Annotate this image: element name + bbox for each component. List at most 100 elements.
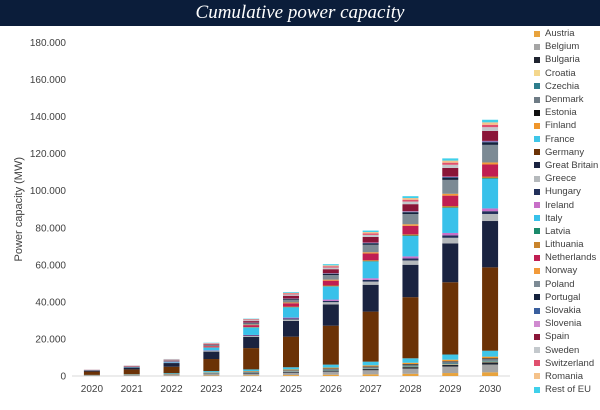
bar-segment: [442, 359, 459, 362]
bar-segment: [442, 177, 459, 178]
bar-segment: [482, 372, 499, 376]
bar-segment: [243, 371, 260, 372]
bar-segment: [482, 142, 499, 145]
bar-segment: [283, 318, 299, 320]
bar-segment: [402, 365, 419, 367]
bar-segment: [442, 237, 459, 244]
bar-segment: [482, 130, 499, 141]
y-tick-label: 100.000: [30, 186, 67, 197]
bar-segment: [402, 367, 419, 369]
bar-segment: [402, 225, 419, 235]
bar-segment: [402, 362, 419, 365]
legend-swatch: [534, 228, 540, 235]
legend-label: Hungary: [545, 186, 581, 198]
x-tick-label: 2026: [320, 384, 343, 395]
y-tick-label: 80.000: [35, 223, 66, 234]
bar-segment: [283, 372, 299, 376]
bar-segment: [203, 351, 220, 360]
bar-segment: [322, 275, 339, 280]
bar-segment: [482, 178, 499, 179]
bar-segment: [442, 232, 459, 236]
legend-item: Belgium: [534, 40, 600, 53]
bar-segment: [243, 371, 260, 373]
bar-segment: [442, 361, 459, 362]
bar-segment: [123, 367, 140, 370]
legend-label: Czechia: [545, 80, 580, 92]
bar-segment: [482, 362, 499, 365]
legend-label: Poland: [545, 278, 575, 290]
legend-label: Denmark: [545, 94, 584, 106]
legend-item: France: [534, 133, 600, 146]
legend-swatch: [534, 386, 540, 393]
bar-segment: [402, 235, 419, 237]
bar-segment: [482, 162, 499, 165]
bar-segment: [243, 327, 260, 335]
bar-segment: [322, 302, 339, 305]
bar-segment: [402, 214, 419, 225]
bar-segment: [482, 267, 499, 351]
legend-item: Greece: [534, 172, 600, 185]
bar-segment: [243, 334, 260, 336]
bar-segment: [482, 213, 499, 222]
bar-segment: [362, 236, 379, 243]
bar-segment: [283, 306, 299, 308]
legend-swatch: [534, 43, 540, 50]
bar-segment: [402, 368, 419, 374]
bar-segment: [482, 360, 499, 362]
bar-segment: [322, 367, 339, 369]
bar-segment: [322, 264, 339, 266]
x-tick-label: 2023: [200, 384, 223, 395]
bar-segment: [322, 368, 339, 370]
bar-segment: [362, 284, 379, 312]
bar-segment: [243, 369, 260, 372]
legend-item: Romania: [534, 370, 600, 383]
bar-segment: [283, 299, 299, 303]
bar-segment: [362, 370, 379, 375]
bar-segment: [283, 367, 299, 370]
legend-swatch: [534, 254, 540, 261]
legend-label: Lithuania: [545, 239, 584, 251]
legend-label: Latvia: [545, 225, 571, 237]
legend-item: Bulgaria: [534, 53, 600, 66]
legend-item: Netherlands: [534, 251, 600, 264]
legend-item: Sweden: [534, 344, 600, 357]
legend-label: Greece: [545, 173, 577, 185]
bar-segment: [362, 279, 379, 282]
x-tick-label: 2030: [479, 384, 502, 395]
legend-item: Great Britain: [534, 159, 600, 172]
legend-item: Switzerland: [534, 357, 600, 370]
bar-segment: [482, 176, 499, 179]
legend-item: Slovakia: [534, 304, 600, 317]
legend-label: Italy: [545, 212, 563, 224]
bar-segment: [203, 374, 220, 376]
bar-segment: [362, 374, 379, 376]
bar-segment: [243, 373, 260, 376]
bar-segment: [442, 164, 459, 168]
bar-segment: [482, 350, 499, 357]
bar-segment: [283, 370, 299, 372]
legend-label: Estonia: [545, 107, 577, 119]
legend-item: Denmark: [534, 93, 600, 106]
legend-label: Portugal: [545, 291, 581, 303]
bar-segment: [243, 325, 260, 327]
bar-segment: [163, 361, 180, 363]
legend-item: Italy: [534, 212, 600, 225]
legend-swatch: [534, 360, 540, 367]
bar-segment: [322, 267, 339, 270]
legend-swatch: [534, 281, 540, 288]
bar-segment: [362, 361, 379, 366]
x-tick-label: 2024: [240, 384, 263, 395]
legend-label: Croatia: [545, 67, 576, 79]
bar-segment: [482, 356, 499, 359]
y-axis-title: Power capacity (MW): [13, 157, 25, 262]
bar-segment: [442, 177, 459, 180]
bar-segment: [402, 358, 419, 363]
bar-segment: [322, 300, 339, 303]
stacked-bar-chart: 0 20.000 40.000 60.000 80.000 100.000 120.000 1…: [13, 38, 510, 395]
legend-item: Norway: [534, 264, 600, 277]
bar-segment: [442, 207, 459, 208]
bar-segment: [362, 366, 379, 369]
legend-label: Spain: [545, 331, 570, 343]
legend-label: Bulgaria: [545, 54, 580, 66]
bar-segment: [442, 160, 459, 163]
